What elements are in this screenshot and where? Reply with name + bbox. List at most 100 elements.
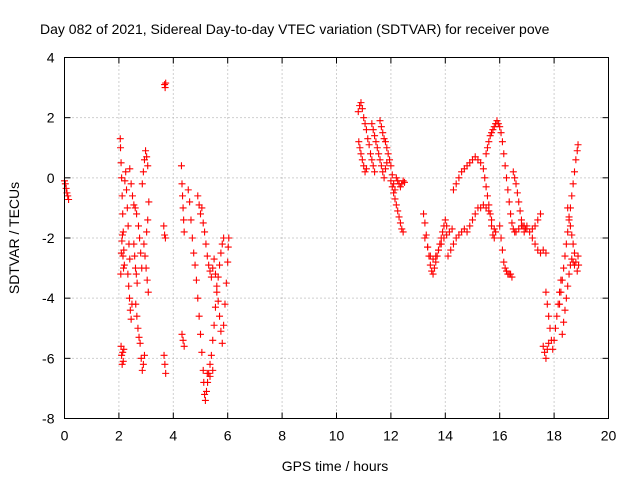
- data-point: [143, 153, 151, 161]
- grid-lines: [64, 57, 609, 419]
- data-point: [195, 312, 203, 320]
- data-point: [387, 162, 395, 170]
- data-point: [126, 165, 134, 173]
- data-point: [463, 228, 471, 236]
- data-point: [138, 366, 146, 374]
- data-point: [561, 306, 569, 314]
- data-point: [573, 267, 581, 275]
- x-tick-label: 0: [61, 428, 69, 444]
- data-point: [117, 270, 125, 278]
- data-point: [119, 228, 127, 236]
- data-point: [469, 216, 476, 224]
- data-point: [542, 288, 550, 296]
- data-point: [372, 138, 380, 146]
- data-point: [560, 318, 568, 326]
- data-point: [354, 108, 362, 116]
- data-point: [134, 222, 142, 230]
- data-point: [471, 210, 479, 218]
- data-point: [209, 264, 217, 272]
- data-point: [123, 186, 131, 194]
- y-axis-label: SDTVAR / TECUs: [6, 182, 22, 294]
- data-point: [486, 210, 494, 218]
- data-point: [116, 135, 124, 143]
- data-point: [132, 300, 140, 308]
- data-point: [142, 147, 150, 155]
- data-point: [210, 321, 218, 329]
- data-point: [126, 306, 134, 314]
- data-point: [178, 330, 186, 338]
- data-point: [569, 240, 577, 248]
- data-point: [143, 276, 151, 284]
- data-point: [500, 258, 508, 266]
- data-point: [507, 210, 515, 218]
- data-point: [381, 165, 389, 173]
- data-point: [209, 336, 217, 344]
- data-point: [391, 195, 399, 203]
- data-point: [483, 144, 491, 152]
- data-point: [568, 231, 576, 239]
- data-point: [213, 282, 221, 290]
- y-tick-label: 4: [47, 50, 55, 66]
- data-point: [430, 264, 438, 272]
- data-point: [141, 252, 149, 260]
- data-point: [61, 180, 69, 188]
- data-point: [194, 192, 202, 200]
- data-point: [558, 330, 566, 338]
- data-point: [501, 264, 509, 272]
- data-point: [537, 210, 544, 218]
- data-point: [388, 183, 396, 191]
- x-tick-label: 8: [278, 428, 286, 444]
- data-point: [483, 192, 491, 200]
- data-point: [455, 174, 463, 182]
- data-point: [542, 249, 550, 257]
- data-point: [194, 294, 202, 302]
- data-point: [127, 315, 135, 323]
- data-point: [421, 219, 429, 227]
- data-point: [517, 216, 525, 224]
- data-point: [135, 333, 143, 341]
- data-point: [531, 222, 539, 230]
- data-point: [218, 240, 226, 248]
- data-point: [162, 79, 170, 87]
- data-point: [377, 123, 385, 131]
- data-point: [369, 126, 377, 134]
- data-point: [177, 162, 185, 170]
- data-point: [136, 339, 144, 347]
- data-point: [575, 261, 583, 269]
- data-point: [380, 135, 388, 143]
- data-point: [441, 216, 449, 224]
- data-point: [565, 213, 573, 221]
- data-point: [120, 264, 128, 272]
- x-tick-label: 6: [224, 428, 232, 444]
- data-point: [222, 279, 230, 287]
- data-point: [118, 192, 126, 200]
- data-point: [118, 351, 126, 359]
- data-point: [367, 150, 374, 158]
- data-point: [206, 372, 214, 380]
- data-point: [144, 162, 152, 170]
- data-point: [556, 300, 564, 308]
- data-point: [124, 270, 132, 278]
- data-point: [561, 252, 569, 260]
- data-point: [399, 177, 407, 185]
- data-point: [569, 180, 577, 188]
- data-point: [139, 360, 147, 368]
- data-point: [217, 249, 225, 257]
- data-point: [118, 231, 126, 239]
- data-point: [381, 138, 389, 146]
- data-point: [192, 276, 200, 284]
- y-tick-label: 2: [47, 110, 55, 126]
- data-point: [205, 261, 213, 269]
- y-tick-label: -4: [42, 290, 55, 306]
- data-point: [545, 312, 553, 320]
- data-point: [516, 207, 524, 215]
- data-point: [503, 174, 510, 182]
- data-point: [126, 294, 134, 302]
- data-point: [224, 258, 232, 266]
- data-point: [571, 168, 578, 176]
- data-point: [421, 234, 429, 242]
- data-point: [119, 348, 127, 356]
- data-point: [507, 270, 515, 278]
- data-point: [221, 300, 229, 308]
- data-point: [214, 297, 222, 305]
